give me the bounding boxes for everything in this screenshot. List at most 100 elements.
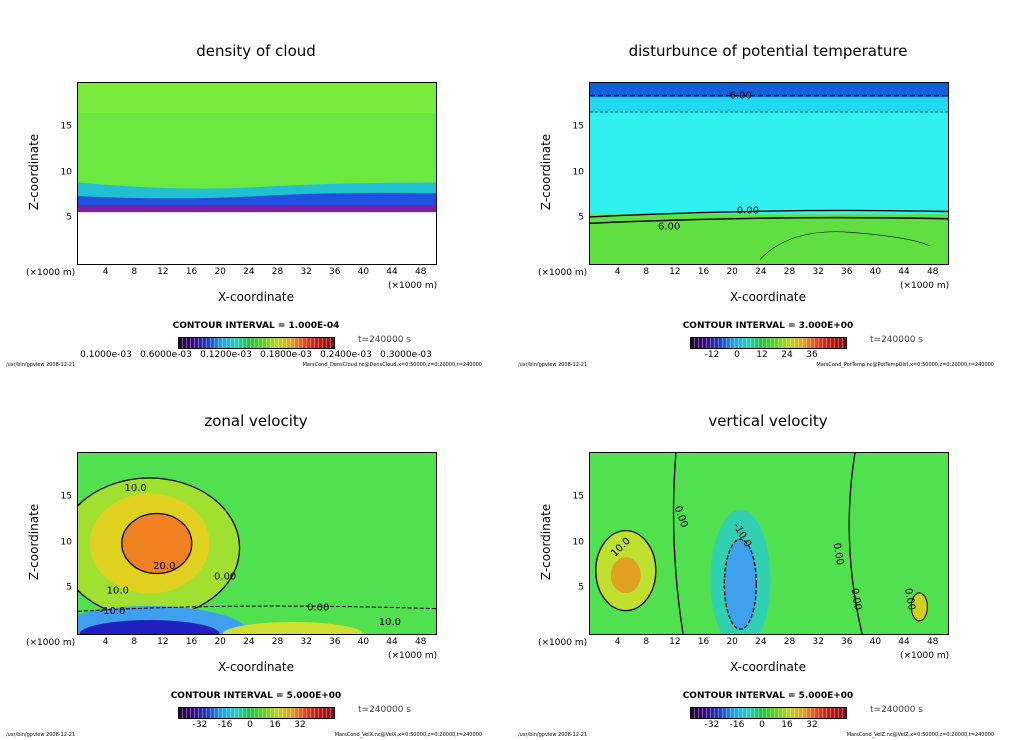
colorbar-tick-label: -12 — [704, 350, 720, 360]
plot-area: 10.0 20.0 10.0 0.00 -10.0 0.00 10.0 — [77, 452, 437, 635]
heatmap: 10.0 20.0 10.0 0.00 -10.0 0.00 10.0 — [78, 453, 436, 634]
x-tick-label: 4 — [614, 637, 621, 647]
colorbar-tick-label: 0.3000e-03 — [380, 350, 432, 360]
colorbar-tick-label: 24 — [781, 350, 793, 360]
chart-title: vertical velocity — [708, 412, 828, 430]
contour-interval: CONTOUR INTERVAL = 3.000E+00 — [682, 321, 854, 331]
colorbar-tick-label: 12 — [756, 350, 768, 360]
footer-program: /usr/bin/gpview 2008-12-21 — [518, 732, 588, 738]
x-tick-label: 8 — [131, 637, 138, 647]
plot-area: -6.00 0.00 6.00 — [589, 82, 949, 265]
footer-source: MarsCond_VelX.nc@VelX,x=0:50000,z=0:2000… — [334, 732, 482, 738]
x-unit-label: (×1000 m) — [26, 638, 76, 648]
x-unit-label: (×1000 m) — [26, 268, 76, 278]
x-tick-label: 28 — [271, 637, 284, 647]
x-unit-label: (×1000 m) — [900, 651, 950, 661]
y-tick-label: 5 — [66, 582, 72, 593]
x-tick-label: 24 — [243, 267, 255, 277]
y-tick-label: 15 — [572, 491, 584, 502]
x-tick-label: 4 — [614, 267, 621, 277]
contour-label: 10.0 — [379, 617, 401, 628]
x-tick-label: 36 — [329, 637, 341, 647]
contour-interval: CONTOUR INTERVAL = 1.000E-04 — [172, 321, 340, 331]
contour-label: -10.0 — [99, 606, 125, 617]
y-axis-label: Z-coordinate — [27, 503, 41, 581]
chart-panel: vertical velocity 0.00 10.0 -10.0 0.00 0… — [512, 370, 1024, 740]
x-tick-label: 20 — [726, 637, 738, 647]
colorbar-tick-label: -16 — [217, 720, 233, 730]
x-tick-label: 20 — [214, 267, 226, 277]
y-tick-label: 10 — [572, 167, 584, 177]
heatmap — [78, 83, 436, 264]
y-axis-label: Z-coordinate — [539, 133, 553, 211]
y-tick-label: 15 — [60, 491, 72, 502]
heatmap: -6.00 0.00 6.00 — [590, 83, 948, 264]
contour-label: -6.00 — [726, 90, 752, 101]
x-unit-label: (×1000 m) — [388, 651, 438, 661]
colorbar-tick-label: 0.2400e-03 — [320, 350, 372, 360]
x-tick-label: 48 — [926, 267, 939, 277]
y-tick-label: 10 — [60, 537, 72, 547]
x-tick-label: 48 — [926, 637, 939, 647]
x-tick-label: 16 — [185, 267, 198, 277]
x-tick-label: 40 — [869, 637, 882, 647]
contour-label: 0.00 — [307, 602, 329, 613]
colorbar — [178, 707, 335, 719]
x-tick-label: 24 — [243, 637, 255, 647]
footer-source: MarsCond_PotTemp.nc@PotTempDist,x=0:5000… — [816, 362, 994, 368]
footer-program: /usr/bin/gpview 2008-12-21 — [6, 362, 76, 368]
x-tick-label: 28 — [271, 267, 284, 277]
x-axis-label: X-coordinate — [218, 660, 294, 674]
x-tick-label: 28 — [783, 267, 796, 277]
colorbar-tick-label: 0.1000e-03 — [80, 350, 132, 360]
time-label: t=240000 s — [870, 705, 923, 715]
x-tick-label: 32 — [300, 637, 312, 647]
contour-label: 10.0 — [125, 483, 147, 494]
x-tick-label: 40 — [869, 267, 882, 277]
footer-source: MarsCond_VelZ.nc@VelZ,x=0:50000,z=0:2000… — [846, 732, 994, 738]
time-label: t=240000 s — [358, 705, 411, 715]
colorbar — [690, 707, 847, 719]
colorbar-tick-label: 0.1200e-03 — [200, 350, 252, 360]
x-tick-label: 32 — [300, 267, 312, 277]
footer-program: /usr/bin/gpview 2008-12-21 — [6, 732, 76, 738]
plot-area — [77, 82, 437, 265]
x-tick-label: 24 — [755, 267, 767, 277]
colorbar-tick-label: 0 — [734, 350, 740, 360]
x-tick-label: 4 — [102, 267, 109, 277]
contour-interval: CONTOUR INTERVAL = 5.000E+00 — [682, 691, 854, 701]
x-tick-label: 24 — [755, 637, 767, 647]
x-tick-label: 28 — [783, 637, 796, 647]
chart-panel: disturbunce of potential temperature -6.… — [512, 0, 1024, 370]
x-tick-label: 40 — [357, 267, 370, 277]
contour-interval: CONTOUR INTERVAL = 5.000E+00 — [170, 691, 342, 701]
x-unit-label: (×1000 m) — [388, 281, 438, 291]
x-tick-label: 4 — [102, 637, 109, 647]
x-tick-label: 36 — [841, 267, 853, 277]
chart-panel: zonal velocity 10.0 20.0 10.0 0.00 -10.0… — [0, 370, 512, 740]
x-tick-label: 44 — [898, 637, 910, 647]
colorbar — [690, 337, 847, 349]
y-tick-label: 10 — [572, 537, 584, 547]
time-label: t=240000 s — [358, 335, 411, 345]
contour-label: 6.00 — [658, 222, 680, 233]
colorbar — [178, 337, 335, 349]
x-tick-label: 48 — [414, 267, 427, 277]
contour-label: 0.00 — [737, 205, 759, 216]
colorbar-tick-label: 0.1800e-03 — [260, 350, 312, 360]
chart-title: zonal velocity — [204, 412, 308, 430]
contour-label: 0.00 — [902, 587, 917, 611]
chart-panel: density of cloud Z-coordinate X-coordina… — [0, 0, 512, 370]
x-tick-label: 12 — [669, 637, 681, 647]
x-tick-label: 20 — [726, 267, 738, 277]
x-tick-label: 32 — [812, 267, 824, 277]
x-unit-label: (×1000 m) — [538, 268, 588, 278]
contour-label: 0.00 — [214, 572, 236, 583]
x-tick-label: 20 — [214, 637, 226, 647]
heatmap: 0.00 10.0 -10.0 0.00 0.00 0.00 — [590, 453, 948, 634]
y-tick-label: 5 — [578, 582, 584, 593]
colorbar-tick-label: 0 — [247, 720, 253, 730]
x-tick-label: 12 — [157, 637, 169, 647]
time-label: t=240000 s — [870, 335, 923, 345]
